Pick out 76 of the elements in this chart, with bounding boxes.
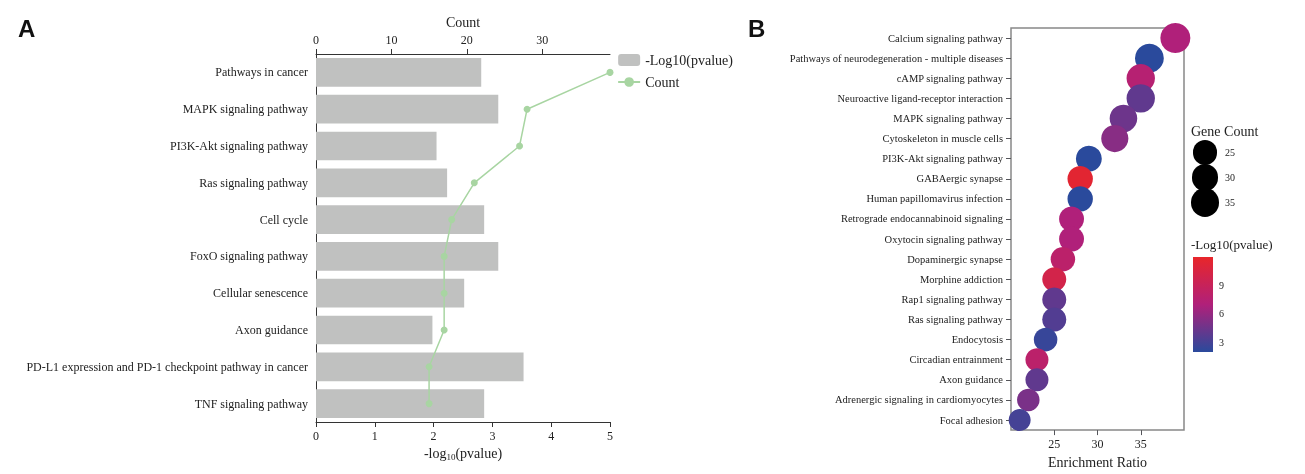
y-tick-label: Cytoskeleton in muscle cells xyxy=(882,133,1003,145)
y-tick-label: Ras signaling pathway xyxy=(907,314,1004,326)
y-tick-label: cAMP signaling pathway xyxy=(896,72,1004,84)
y-tick-label: PD-L1 expression and PD-1 checkpoint pathway in cancer xyxy=(26,359,308,374)
y-tick-label: Pathways of neurodegeneration - multiple diseases xyxy=(789,52,1003,64)
y-tick-label: Axon guidance xyxy=(235,323,308,337)
x-tick-label: 1 xyxy=(371,429,378,443)
y-tick-label: Neuroactive ligand-receptor interaction xyxy=(837,92,1004,104)
y-tick-label: MAPK signaling pathway xyxy=(893,112,1004,124)
y-tick-label: Calcium signaling pathway xyxy=(888,32,1004,44)
point xyxy=(448,216,456,224)
x-tick-label: 2 xyxy=(430,429,437,443)
y-tick-label: FoxO signaling pathway xyxy=(190,249,308,264)
y-tick-label: Dopaminergic synapse xyxy=(907,253,1004,265)
y-tick-label: Endocytosis xyxy=(951,334,1003,346)
bar xyxy=(316,168,448,198)
y-tick-label: GABAergic synapse xyxy=(916,173,1004,185)
x-tick-label: 4 xyxy=(548,429,555,443)
point xyxy=(606,68,614,76)
bar xyxy=(316,58,482,87)
x2-tick-label: 0 xyxy=(313,33,319,47)
text: B xyxy=(748,14,766,42)
y-tick-label: Pathways in cancer xyxy=(215,65,308,80)
y-tick-label: Oxytocin signaling pathway xyxy=(884,233,1004,245)
x-tick-label: 35 xyxy=(1134,437,1147,452)
y-tick-label: TNF signaling pathway xyxy=(194,396,308,411)
point xyxy=(516,142,524,150)
legend-title: Gene Count xyxy=(1191,124,1260,140)
y-tick-label: Focal adhesion xyxy=(939,414,1004,426)
y-tick-label: Human papillomavirus infection xyxy=(866,193,1004,205)
x-tick-label: 25 xyxy=(1048,437,1061,452)
y-tick-label: Cell cycle xyxy=(259,212,308,227)
x-tick-label: 5 xyxy=(607,429,613,443)
y-tick-label: Axon guidance xyxy=(939,374,1004,386)
y-tick-label: Adrenergic signaling in cardiomyocytes xyxy=(834,394,1003,406)
legend-label: -Log10(pvalue) xyxy=(645,52,734,69)
y-tick-label: PI3K-Akt signaling pathway xyxy=(170,139,308,153)
color-bar-label: 3 xyxy=(1219,336,1224,349)
y-tick-label: Cellular senescence xyxy=(213,286,308,301)
legend-label: 25 xyxy=(1225,147,1235,158)
point xyxy=(523,105,531,113)
legend-label: Count xyxy=(645,74,680,90)
bar xyxy=(316,205,485,234)
x-tick-label: 3 xyxy=(489,429,496,443)
bar xyxy=(316,315,433,345)
y-tick-label: Morphine addiction xyxy=(919,273,1004,285)
text: A xyxy=(18,14,36,42)
y-tick-label: PI3K-Akt signaling pathway xyxy=(882,153,1004,165)
y-tick-label: Circadian entrainment xyxy=(909,354,1004,366)
x2-tick-label: 30 xyxy=(536,33,549,47)
x2-axis-title: Count xyxy=(445,14,481,30)
legend-label: 30 xyxy=(1225,172,1235,183)
y-tick-label: Rap1 signaling pathway xyxy=(901,293,1004,305)
bar xyxy=(316,131,437,161)
legend-label: 35 xyxy=(1225,197,1235,208)
x-tick-label: 0 xyxy=(313,429,319,443)
y-tick-label: Retrograde endocannabinoid signaling xyxy=(840,213,1004,225)
color-bar-label: 9 xyxy=(1219,279,1224,292)
point xyxy=(425,400,433,408)
color-bar-title: -Log10(pvalue) xyxy=(1191,237,1274,253)
x2-tick-label: 10 xyxy=(385,33,398,47)
point xyxy=(470,179,478,187)
bar xyxy=(316,242,499,271)
x2-tick-label: 20 xyxy=(460,33,473,47)
x-axis-title: Enrichment Ratio xyxy=(1047,454,1148,470)
point xyxy=(440,252,448,260)
bar xyxy=(316,94,499,124)
point xyxy=(440,289,448,297)
color-bar-label: 6 xyxy=(1219,308,1224,320)
bar xyxy=(316,352,524,382)
point xyxy=(425,363,433,371)
y-tick-label: Ras signaling pathway xyxy=(199,175,308,190)
y-tick-label: MAPK signaling pathway xyxy=(182,102,308,117)
bar xyxy=(316,389,485,418)
x-tick-label: 30 xyxy=(1091,437,1104,452)
bar xyxy=(316,278,465,308)
